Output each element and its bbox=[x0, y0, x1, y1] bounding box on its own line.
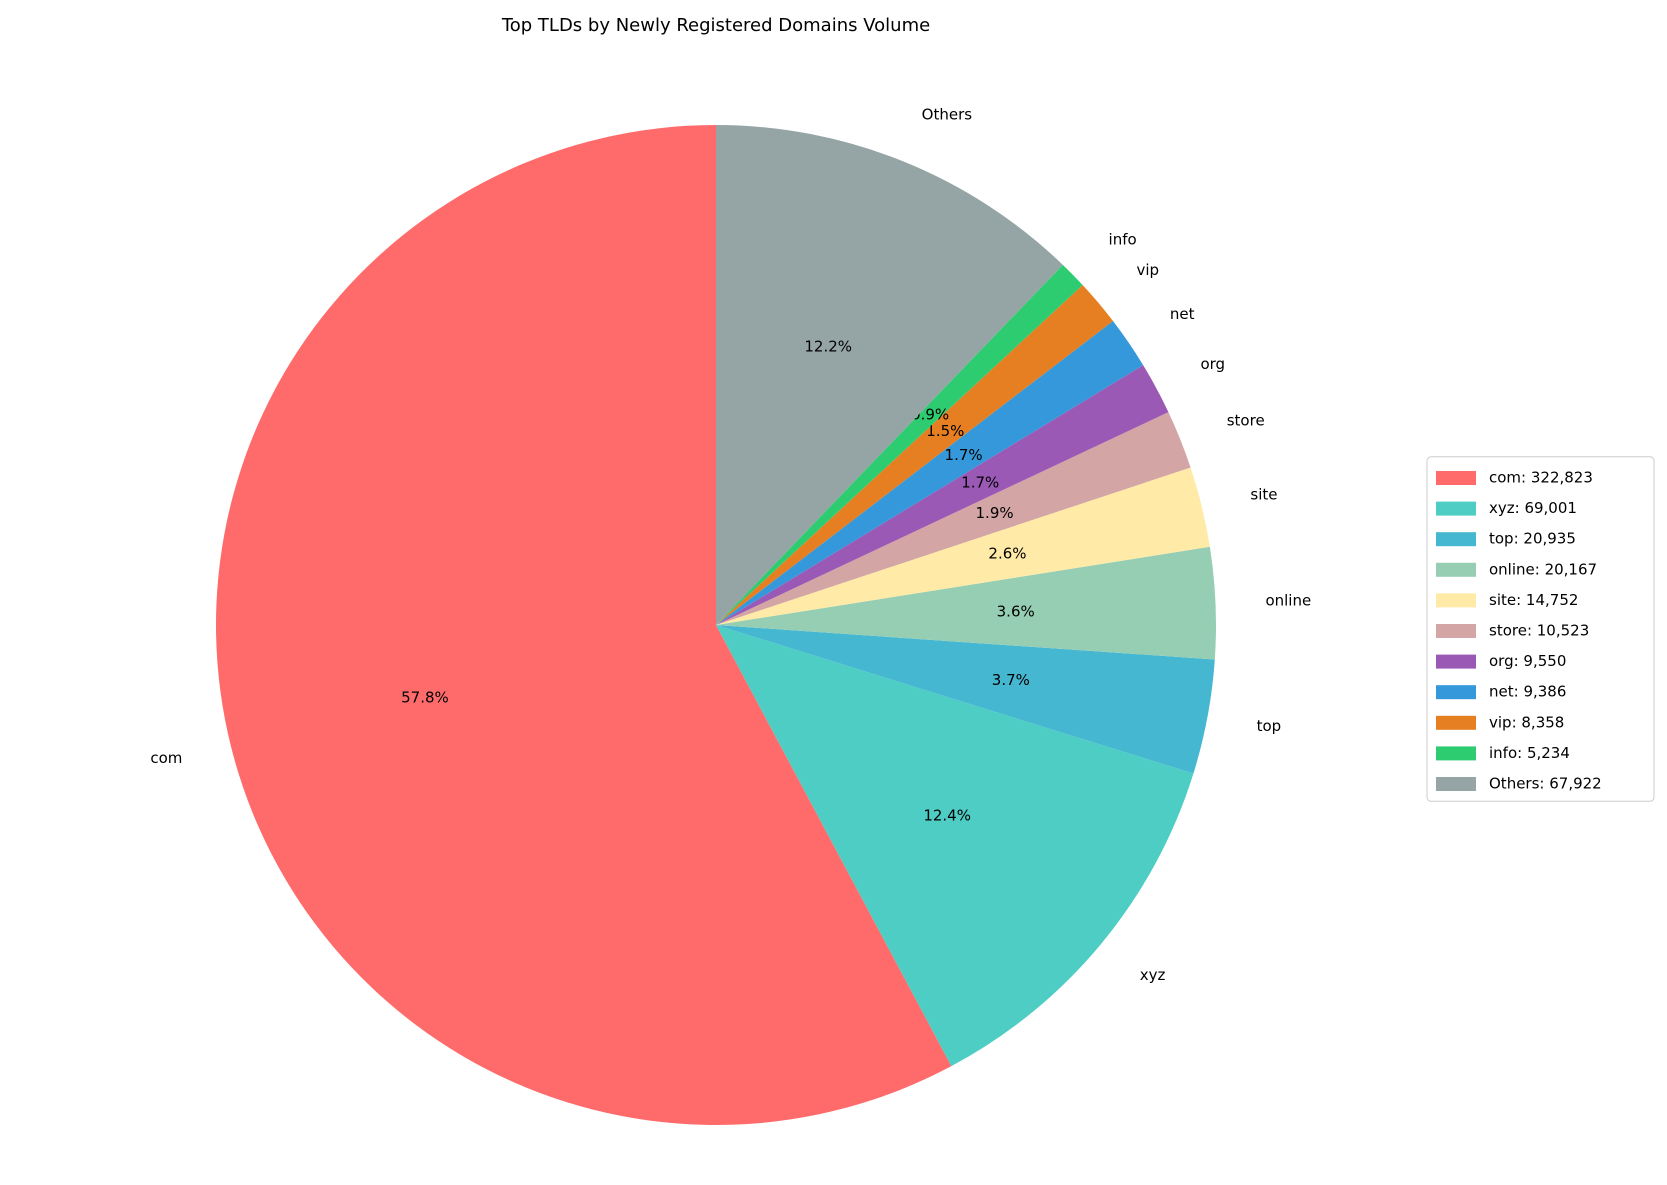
category-label: net bbox=[1170, 305, 1195, 323]
category-label: vip bbox=[1136, 261, 1159, 279]
legend-swatch bbox=[1436, 685, 1476, 700]
pie-wedge bbox=[716, 546, 1217, 660]
legend: com: 322,823 xyz: 69,001 top: 20,935 online… bbox=[1426, 456, 1655, 802]
category-label: com bbox=[150, 749, 182, 767]
legend-swatch bbox=[1436, 654, 1476, 669]
legend-label: Others: 67,922 bbox=[1489, 775, 1602, 793]
pie-wedge bbox=[216, 125, 952, 1125]
legend-label: net: 9,386 bbox=[1489, 683, 1566, 701]
pie-wedge bbox=[716, 365, 1169, 625]
category-label: online bbox=[1265, 591, 1311, 609]
percent-label: 3.7% bbox=[992, 671, 1030, 689]
legend-swatch bbox=[1436, 746, 1476, 761]
chart-title: Top TLDs by Newly Registered Domains Vol… bbox=[501, 15, 930, 36]
legend-label: com: 322,823 bbox=[1489, 469, 1593, 487]
legend-swatch bbox=[1436, 532, 1476, 547]
percent-label: 1.9% bbox=[976, 504, 1014, 522]
legend-label: top: 20,935 bbox=[1489, 530, 1576, 548]
legend-label: site: 14,752 bbox=[1489, 591, 1578, 609]
pie-wedge bbox=[716, 412, 1191, 625]
pie-wedge bbox=[716, 625, 1215, 774]
percent-label: 12.2% bbox=[804, 337, 852, 355]
legend-swatch bbox=[1436, 715, 1476, 730]
pie-wedge bbox=[716, 625, 1194, 1067]
legend-label: org: 9,550 bbox=[1489, 652, 1566, 670]
category-label: info bbox=[1109, 230, 1137, 248]
percent-label: 1.7% bbox=[961, 473, 999, 491]
legend-swatch bbox=[1436, 777, 1476, 791]
category-label: top bbox=[1257, 717, 1282, 735]
pie-wedge bbox=[716, 264, 1083, 625]
legend-label: info: 5,234 bbox=[1489, 744, 1570, 762]
legend-label: xyz: 69,001 bbox=[1489, 499, 1577, 517]
category-label: org bbox=[1200, 355, 1225, 373]
legend-swatch bbox=[1436, 501, 1476, 516]
category-label: Others bbox=[922, 105, 973, 123]
category-label: store bbox=[1227, 411, 1265, 429]
legend-swatch bbox=[1436, 562, 1476, 577]
percent-label: 2.6% bbox=[988, 545, 1026, 563]
percent-label: 1.5% bbox=[926, 422, 964, 440]
pie-wedge bbox=[716, 321, 1144, 625]
legend-swatch bbox=[1436, 593, 1476, 608]
legend-label: vip: 8,358 bbox=[1489, 713, 1564, 731]
pie-wedge bbox=[716, 285, 1113, 625]
pie-wedge bbox=[716, 467, 1210, 625]
category-label: site bbox=[1250, 485, 1277, 503]
category-label: xyz bbox=[1140, 966, 1166, 984]
percent-label: 3.6% bbox=[997, 602, 1035, 620]
legend-swatch bbox=[1436, 624, 1476, 638]
legend-frame bbox=[1426, 456, 1655, 802]
percent-label: 57.8% bbox=[401, 688, 449, 706]
legend-swatch bbox=[1436, 471, 1476, 485]
pie-wedge bbox=[716, 125, 1063, 625]
percent-label: 12.4% bbox=[923, 807, 971, 825]
percent-label: 1.7% bbox=[945, 446, 983, 464]
legend-label: store: 10,523 bbox=[1489, 622, 1589, 640]
legend-label: online: 20,167 bbox=[1489, 560, 1597, 578]
